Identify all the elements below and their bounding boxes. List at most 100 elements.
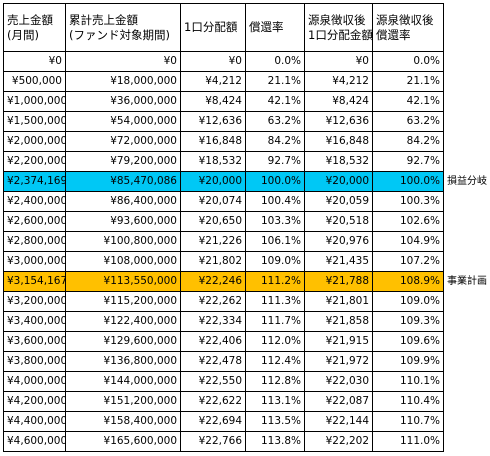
- rate-cell[interactable]: 92.7%: [245, 151, 305, 172]
- distribution-cell[interactable]: ¥16,848: [180, 131, 246, 152]
- rate-after-tax-cell[interactable]: 0.0%: [372, 51, 444, 72]
- distribution-cell[interactable]: ¥4,212: [180, 71, 246, 92]
- rate-cell[interactable]: 100.4%: [245, 191, 305, 212]
- header-distribution-after-tax[interactable]: 源泉徴収後 1口分配金額: [304, 3, 373, 52]
- sales-cell[interactable]: ¥3,000,000: [3, 251, 66, 272]
- distribution-cell[interactable]: ¥21,226: [180, 231, 246, 252]
- sales-cell[interactable]: ¥2,200,000: [3, 151, 66, 172]
- sales-cell[interactable]: ¥2,600,000: [3, 211, 66, 232]
- cumulative-cell[interactable]: ¥165,600,000: [65, 431, 181, 452]
- sales-cell[interactable]: ¥2,800,000: [3, 231, 66, 252]
- rate-after-tax-cell[interactable]: 109.6%: [372, 331, 444, 352]
- sales-cell[interactable]: ¥4,000,000: [3, 371, 66, 392]
- rate-after-tax-cell[interactable]: 110.4%: [372, 391, 444, 412]
- rate-after-tax-cell[interactable]: 107.2%: [372, 251, 444, 272]
- rate-after-tax-cell[interactable]: 92.7%: [372, 151, 444, 172]
- rate-cell[interactable]: 112.4%: [245, 351, 305, 372]
- cumulative-cell[interactable]: ¥85,470,086: [65, 171, 181, 192]
- sales-cell[interactable]: ¥3,400,000: [3, 311, 66, 332]
- distribution-after-tax-cell[interactable]: ¥16,848: [304, 131, 373, 152]
- distribution-after-tax-cell[interactable]: ¥22,087: [304, 391, 373, 412]
- sales-cell[interactable]: ¥3,800,000: [3, 351, 66, 372]
- rate-cell[interactable]: 113.5%: [245, 411, 305, 432]
- distribution-cell[interactable]: ¥8,424: [180, 91, 246, 112]
- rate-cell[interactable]: 0.0%: [245, 51, 305, 72]
- cumulative-cell[interactable]: ¥129,600,000: [65, 331, 181, 352]
- distribution-cell[interactable]: ¥22,550: [180, 371, 246, 392]
- rate-cell[interactable]: 106.1%: [245, 231, 305, 252]
- distribution-after-tax-cell[interactable]: ¥21,858: [304, 311, 373, 332]
- sales-cell[interactable]: ¥2,000,000: [3, 131, 66, 152]
- sales-cell[interactable]: ¥500,000: [3, 71, 66, 92]
- header-distribution[interactable]: 1口分配額: [180, 3, 246, 52]
- cumulative-cell[interactable]: ¥158,400,000: [65, 411, 181, 432]
- distribution-cell[interactable]: ¥12,636: [180, 111, 246, 132]
- cumulative-cell[interactable]: ¥136,800,000: [65, 351, 181, 372]
- distribution-cell[interactable]: ¥21,802: [180, 251, 246, 272]
- distribution-after-tax-cell[interactable]: ¥20,976: [304, 231, 373, 252]
- distribution-cell[interactable]: ¥22,766: [180, 431, 246, 452]
- rate-cell[interactable]: 63.2%: [245, 111, 305, 132]
- distribution-after-tax-cell[interactable]: ¥21,801: [304, 291, 373, 312]
- rate-after-tax-cell[interactable]: 100.0%: [372, 171, 444, 192]
- distribution-after-tax-cell[interactable]: ¥21,435: [304, 251, 373, 272]
- distribution-after-tax-cell[interactable]: ¥8,424: [304, 91, 373, 112]
- rate-after-tax-cell[interactable]: 42.1%: [372, 91, 444, 112]
- distribution-after-tax-cell[interactable]: ¥22,202: [304, 431, 373, 452]
- rate-cell[interactable]: 84.2%: [245, 131, 305, 152]
- cumulative-cell[interactable]: ¥108,000,000: [65, 251, 181, 272]
- cumulative-cell[interactable]: ¥122,400,000: [65, 311, 181, 332]
- rate-cell[interactable]: 100.0%: [245, 171, 305, 192]
- distribution-cell[interactable]: ¥22,406: [180, 331, 246, 352]
- rate-after-tax-cell[interactable]: 63.2%: [372, 111, 444, 132]
- distribution-cell[interactable]: ¥18,532: [180, 151, 246, 172]
- sales-cell[interactable]: ¥3,200,000: [3, 291, 66, 312]
- sales-cell[interactable]: ¥3,154,167: [3, 271, 66, 292]
- rate-cell[interactable]: 112.0%: [245, 331, 305, 352]
- distribution-after-tax-cell[interactable]: ¥21,788: [304, 271, 373, 292]
- sales-cell[interactable]: ¥3,600,000: [3, 331, 66, 352]
- distribution-cell[interactable]: ¥22,334: [180, 311, 246, 332]
- header-cumulative[interactable]: 累計売上金額 (ファンド対象期間): [65, 3, 181, 52]
- cumulative-cell[interactable]: ¥79,200,000: [65, 151, 181, 172]
- rate-cell[interactable]: 21.1%: [245, 71, 305, 92]
- distribution-after-tax-cell[interactable]: ¥22,030: [304, 371, 373, 392]
- cumulative-cell[interactable]: ¥0: [65, 51, 181, 72]
- cumulative-cell[interactable]: ¥18,000,000: [65, 71, 181, 92]
- rate-after-tax-cell[interactable]: 110.1%: [372, 371, 444, 392]
- rate-after-tax-cell[interactable]: 102.6%: [372, 211, 444, 232]
- distribution-cell[interactable]: ¥22,478: [180, 351, 246, 372]
- distribution-cell[interactable]: ¥22,622: [180, 391, 246, 412]
- rate-cell[interactable]: 111.7%: [245, 311, 305, 332]
- cumulative-cell[interactable]: ¥54,000,000: [65, 111, 181, 132]
- rate-after-tax-cell[interactable]: 111.0%: [372, 431, 444, 452]
- sales-cell[interactable]: ¥2,400,000: [3, 191, 66, 212]
- distribution-cell[interactable]: ¥20,074: [180, 191, 246, 212]
- rate-after-tax-cell[interactable]: 84.2%: [372, 131, 444, 152]
- rate-cell[interactable]: 103.3%: [245, 211, 305, 232]
- rate-after-tax-cell[interactable]: 109.0%: [372, 291, 444, 312]
- rate-cell[interactable]: 109.0%: [245, 251, 305, 272]
- cumulative-cell[interactable]: ¥100,800,000: [65, 231, 181, 252]
- sales-cell[interactable]: ¥1,500,000: [3, 111, 66, 132]
- distribution-after-tax-cell[interactable]: ¥20,000: [304, 171, 373, 192]
- distribution-after-tax-cell[interactable]: ¥18,532: [304, 151, 373, 172]
- rate-cell[interactable]: 111.2%: [245, 271, 305, 292]
- sales-cell[interactable]: ¥4,600,000: [3, 431, 66, 452]
- rate-after-tax-cell[interactable]: 104.9%: [372, 231, 444, 252]
- rate-cell[interactable]: 113.8%: [245, 431, 305, 452]
- distribution-cell[interactable]: ¥22,694: [180, 411, 246, 432]
- rate-cell[interactable]: 42.1%: [245, 91, 305, 112]
- rate-after-tax-cell[interactable]: 109.3%: [372, 311, 444, 332]
- rate-cell[interactable]: 111.3%: [245, 291, 305, 312]
- rate-after-tax-cell[interactable]: 109.9%: [372, 351, 444, 372]
- distribution-after-tax-cell[interactable]: ¥0: [304, 51, 373, 72]
- distribution-after-tax-cell[interactable]: ¥20,059: [304, 191, 373, 212]
- header-redemption-rate[interactable]: 償還率: [245, 3, 305, 52]
- sales-cell[interactable]: ¥1,000,000: [3, 91, 66, 112]
- rate-cell[interactable]: 113.1%: [245, 391, 305, 412]
- distribution-after-tax-cell[interactable]: ¥20,518: [304, 211, 373, 232]
- cumulative-cell[interactable]: ¥144,000,000: [65, 371, 181, 392]
- cumulative-cell[interactable]: ¥93,600,000: [65, 211, 181, 232]
- rate-cell[interactable]: 112.8%: [245, 371, 305, 392]
